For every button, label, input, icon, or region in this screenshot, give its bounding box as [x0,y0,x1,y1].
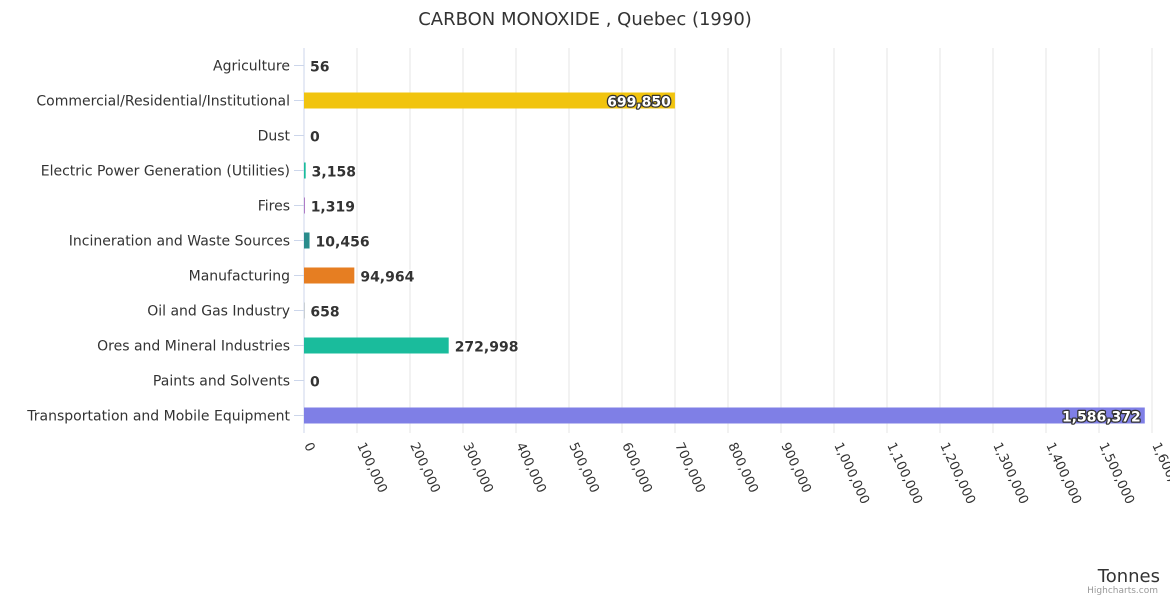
x-tick-label: 300,000 [459,440,495,495]
x-tick-label: 1,400,000 [1042,440,1084,506]
bar[interactable] [304,198,305,214]
x-tick-label: 200,000 [406,440,442,495]
category-label: Transportation and Mobile Equipment [26,409,290,425]
value-label: 1,319 [311,200,355,216]
value-label: 3,158 [312,165,356,181]
x-tick-label: 900,000 [777,440,813,495]
category-label: Fires [258,199,290,215]
x-tick-label: 800,000 [724,440,760,495]
credits[interactable]: Highcharts.com [1087,586,1158,596]
x-tick-label: 1,000,000 [830,440,872,506]
bars [304,58,1145,424]
x-tick-label: 400,000 [512,440,548,495]
value-label: 10,456 [316,235,370,251]
category-label: Commercial/Residential/Institutional [36,94,290,110]
x-tick-label: 500,000 [565,440,601,495]
x-tick-label: 100,000 [353,440,389,495]
x-tick-label: 600,000 [618,440,654,495]
category-label: Dust [258,129,291,145]
category-label: Electric Power Generation (Utilities) [41,164,290,180]
value-label: 0 [310,375,320,391]
value-label: 0 [310,130,320,146]
bar[interactable] [304,408,1145,424]
x-tick-label: 1,200,000 [936,440,978,506]
x-tick-label: 0 [300,440,317,454]
value-label: 94,964 [360,270,414,286]
value-labels: 56 699,850 0 3,158 1,319 10,456 94,964 658 272,9… [310,60,1141,426]
x-tick-label: 1,600,000 [1148,440,1170,506]
x-tick-label: 1,300,000 [989,440,1031,506]
x-tick-label: 1,100,000 [883,440,925,506]
x-axis-title: Tonnes [1097,566,1160,587]
bar[interactable] [304,338,449,354]
category-label: Incineration and Waste Sources [69,234,290,250]
category-labels: Agriculture Commercial/Residential/Instit… [26,59,290,425]
value-label: 56 [310,60,329,76]
category-label: Oil and Gas Industry [147,304,290,320]
x-tick-label: 1,500,000 [1095,440,1137,506]
x-axis-tick-labels: 0 100,000 200,000 300,000 400,000 500,000 600,… [300,440,1170,506]
category-label: Paints and Solvents [153,374,290,390]
value-label: 699,850 [607,95,671,111]
category-label: Manufacturing [189,269,290,285]
bar[interactable] [304,268,354,284]
value-label: 1,586,372 [1062,410,1141,426]
chart-title: CARBON MONOXIDE , Quebec (1990) [418,9,752,30]
bar[interactable] [304,233,310,249]
bar[interactable] [304,163,306,179]
value-label: 272,998 [455,340,519,356]
category-label: Ores and Mineral Industries [97,339,290,355]
x-tick-label: 700,000 [671,440,707,495]
category-label: Agriculture [213,59,290,75]
value-label: 658 [310,305,339,321]
